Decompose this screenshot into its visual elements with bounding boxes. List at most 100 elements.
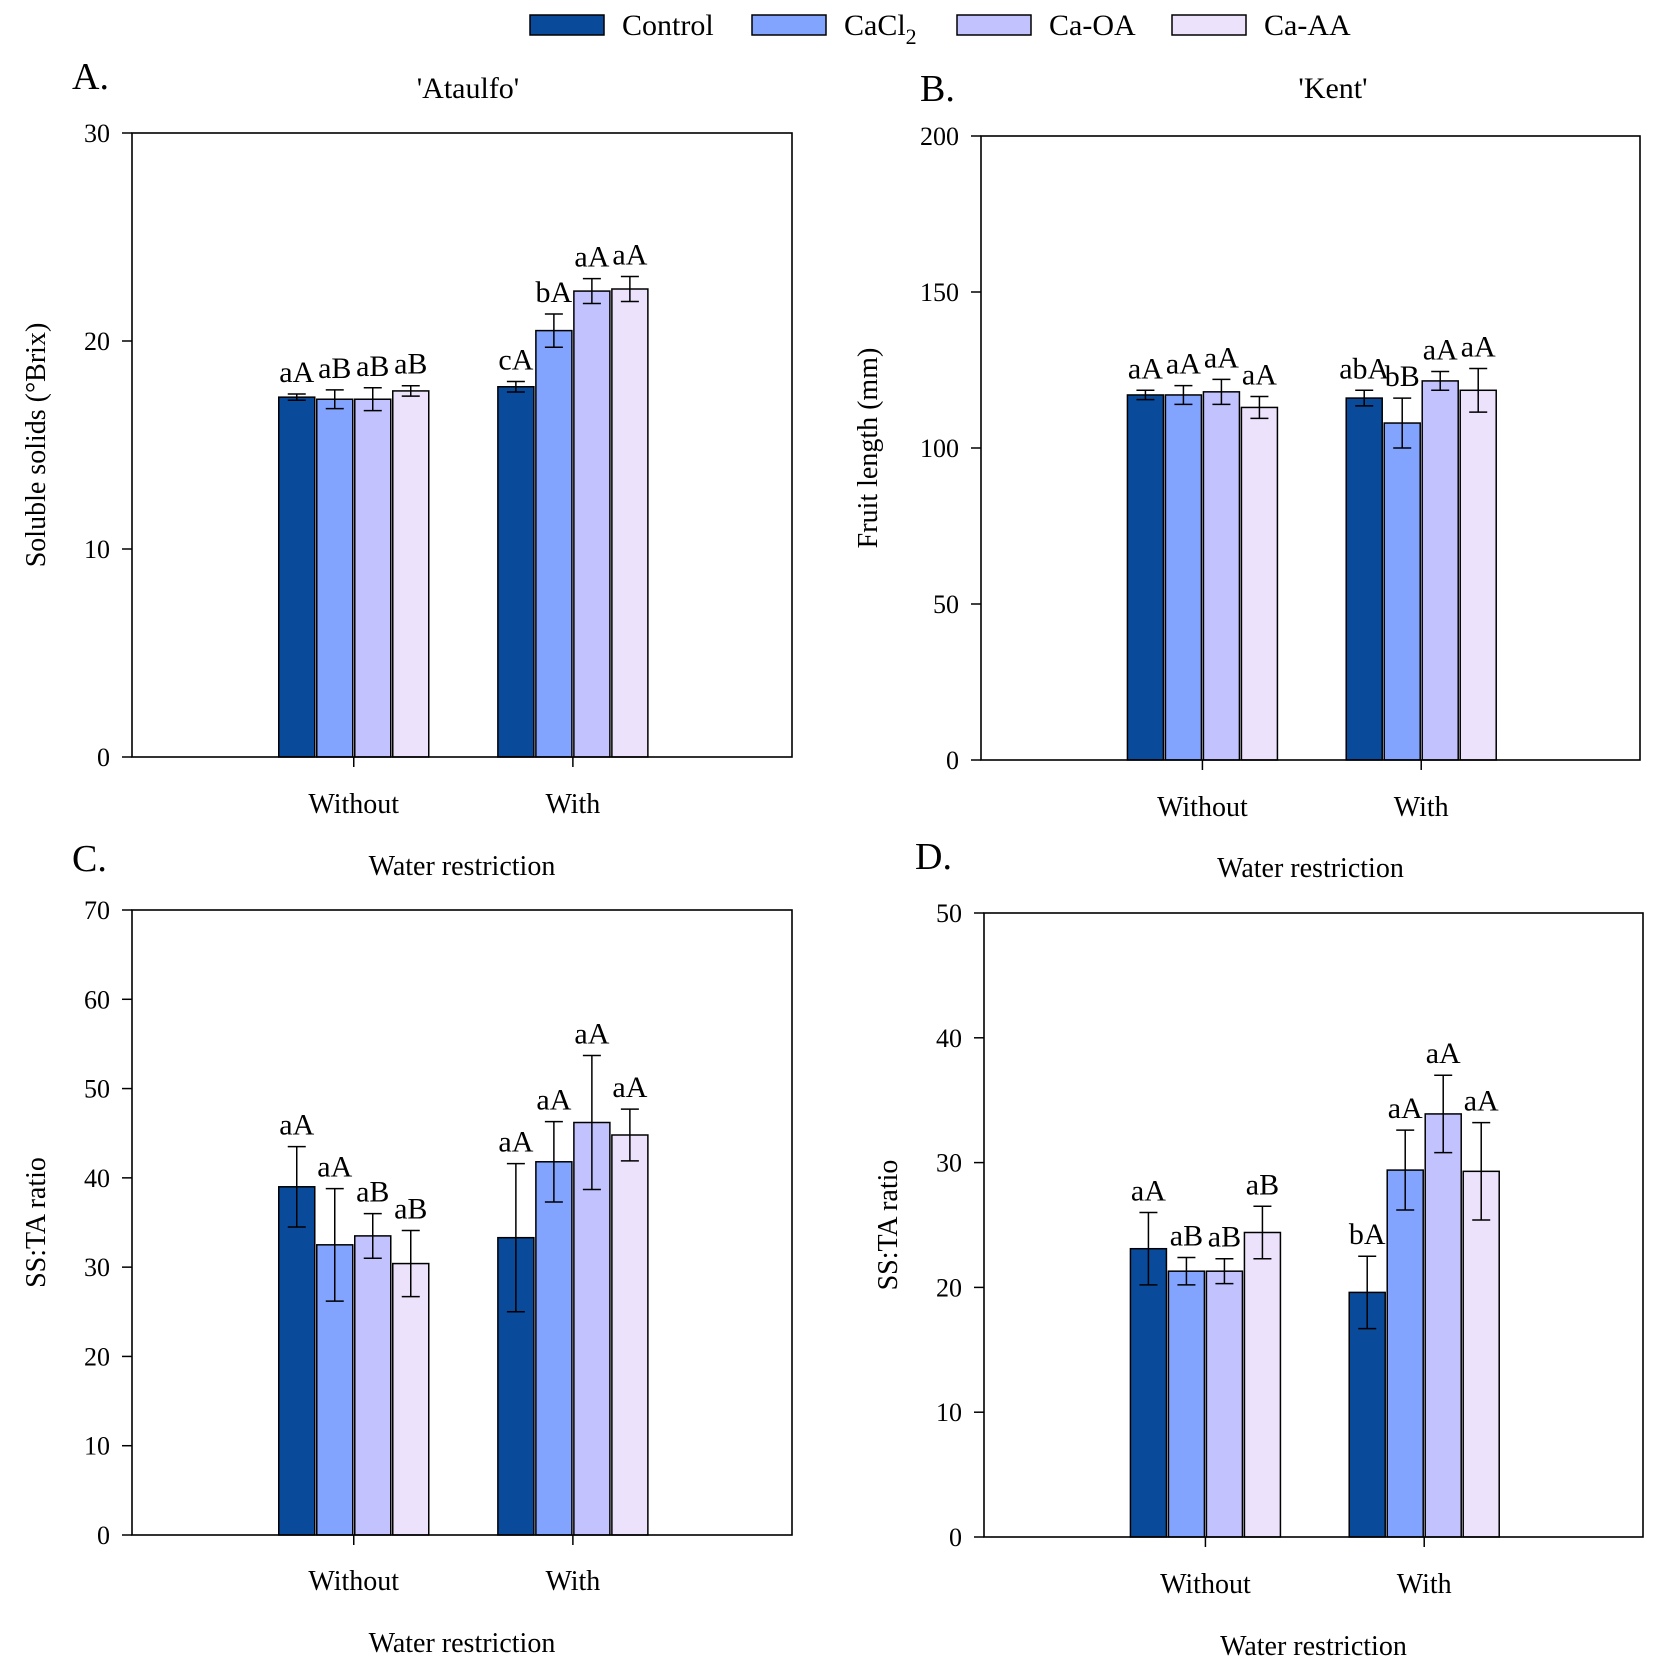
significance-label: aA (1388, 1092, 1423, 1125)
x-tick-label: Without (308, 1566, 399, 1597)
significance-label: aA (574, 1018, 609, 1051)
bar-cacl2-with (1383, 422, 1421, 761)
plot-frame (983, 912, 1644, 1538)
significance-label: abA (1339, 352, 1389, 385)
significance-label: aB (318, 352, 351, 385)
significance-label: aA (279, 1109, 314, 1142)
y-tick-label: 30 (84, 119, 110, 148)
legend-swatch (956, 14, 1032, 36)
bar-ca-aa-with (611, 288, 649, 758)
bar-ca-aa-without (1240, 406, 1279, 761)
bar-ca-aa-with (1459, 389, 1497, 761)
significance-label: bA (1349, 1218, 1386, 1251)
bar-cacl2-with (1386, 1169, 1424, 1538)
y-tick-label: 20 (84, 327, 110, 356)
legend-item: Ca-OA (956, 9, 1136, 42)
x-tick-label: With (1394, 792, 1449, 823)
bar-ca-aa-with (1462, 1170, 1500, 1538)
bar-ca-oa-without (354, 1235, 392, 1536)
bar-cacl2-with (535, 329, 573, 758)
x-tick-label: With (1397, 1569, 1452, 1600)
bar-cacl2-without (1164, 394, 1203, 761)
x-axis-label: Water restriction (369, 851, 556, 882)
significance-label: aA (612, 239, 647, 272)
panel-label: C. (72, 838, 107, 880)
bar-cacl2-without (1167, 1270, 1206, 1538)
bar-ca-oa-with (1424, 1113, 1462, 1538)
panel-c: C.aAaAaAaAaBaAaBaA010203040506070Without… (21, 838, 793, 1659)
significance-label: aA (1166, 348, 1201, 381)
bar-ca-oa-without (1202, 391, 1241, 761)
significance-label: bA (536, 276, 573, 309)
x-axis-label: Water restriction (1220, 1631, 1407, 1662)
x-tick-label: Without (308, 789, 399, 820)
x-tick-label: Without (1160, 1569, 1251, 1600)
bar-ca-oa-without (354, 398, 392, 758)
y-tick-label: 50 (933, 590, 959, 619)
y-tick-label: 200 (920, 122, 959, 151)
bar-ca-aa-without (392, 1262, 430, 1536)
y-axis-label: Soluble solids (°Brix) (21, 323, 52, 568)
bar-ca-aa-without (1243, 1231, 1282, 1538)
y-axis-label: Fruit length (mm) (853, 348, 884, 549)
significance-label: aA (612, 1071, 647, 1104)
chart-panels: A. 'Ataulfo' aA cA aB bA aB aA aB aA 0 10 20 30 Withou… (21, 56, 1644, 1662)
y-tick-label: 50 (84, 1075, 110, 1104)
bar-control-with (497, 386, 535, 758)
panel-label: A. (72, 56, 109, 98)
y-tick-label: 0 (97, 1521, 110, 1550)
significance-label: cA (498, 344, 533, 377)
plot-frame (980, 135, 1641, 761)
chart-title: 'Ataulfo' (417, 72, 519, 105)
y-tick-label: 100 (920, 434, 959, 463)
x-axis-label: Water restriction (369, 1628, 556, 1659)
bar-cacl2-without (316, 398, 354, 758)
y-tick-label: 10 (84, 1432, 110, 1461)
significance-label: aA (1204, 341, 1239, 374)
chart-title: 'Kent' (1298, 72, 1367, 105)
legend-item: Control (529, 9, 714, 42)
y-tick-label: 0 (97, 743, 110, 772)
legend-swatch (1171, 14, 1247, 36)
y-tick-label: 60 (84, 985, 110, 1014)
bar-ca-oa-with (573, 290, 611, 758)
x-tick-label: With (545, 789, 600, 820)
legend-label: Ca-AA (1264, 9, 1351, 42)
y-tick-label: 70 (84, 896, 110, 925)
significance-label: bB (1385, 360, 1420, 393)
significance-label: aB (394, 348, 427, 381)
x-tick-label: With (545, 1566, 600, 1597)
legend-swatch (751, 14, 827, 36)
y-tick-label: 40 (84, 1164, 110, 1193)
y-tick-label: 0 (949, 1523, 962, 1552)
y-tick-label: 40 (936, 1024, 962, 1053)
legend-label: CaCl2 (844, 9, 917, 49)
bar-control-with (1345, 397, 1383, 761)
legend: Control CaCl2 Ca-OA Ca-AA (529, 9, 1351, 49)
significance-label: aA (1242, 359, 1277, 392)
significance-label: aB (356, 350, 389, 383)
y-tick-label: 10 (936, 1398, 962, 1427)
y-tick-label: 0 (946, 746, 959, 775)
significance-label: aA (1464, 1085, 1499, 1118)
plot-frame (131, 909, 793, 1536)
bar-control-without (1129, 1247, 1168, 1538)
bar-control-without (278, 396, 316, 758)
significance-label: aA (1426, 1037, 1461, 1070)
y-tick-label: 10 (84, 535, 110, 564)
significance-label: aA (1423, 334, 1458, 367)
y-tick-label: 30 (936, 1149, 962, 1178)
significance-label: aA (1131, 1175, 1166, 1208)
y-tick-label: 20 (84, 1342, 110, 1371)
significance-label: aA (1461, 330, 1496, 363)
bar-control-without (1126, 394, 1165, 761)
legend-label: Ca-OA (1049, 9, 1136, 42)
significance-label: aB (394, 1193, 427, 1226)
significance-label: aA (1128, 352, 1163, 385)
legend-item: CaCl2 (751, 9, 917, 49)
plot-frame (131, 132, 793, 758)
bar-ca-oa-without (1205, 1270, 1244, 1538)
y-axis-label: SS:TA ratio (21, 1157, 52, 1288)
